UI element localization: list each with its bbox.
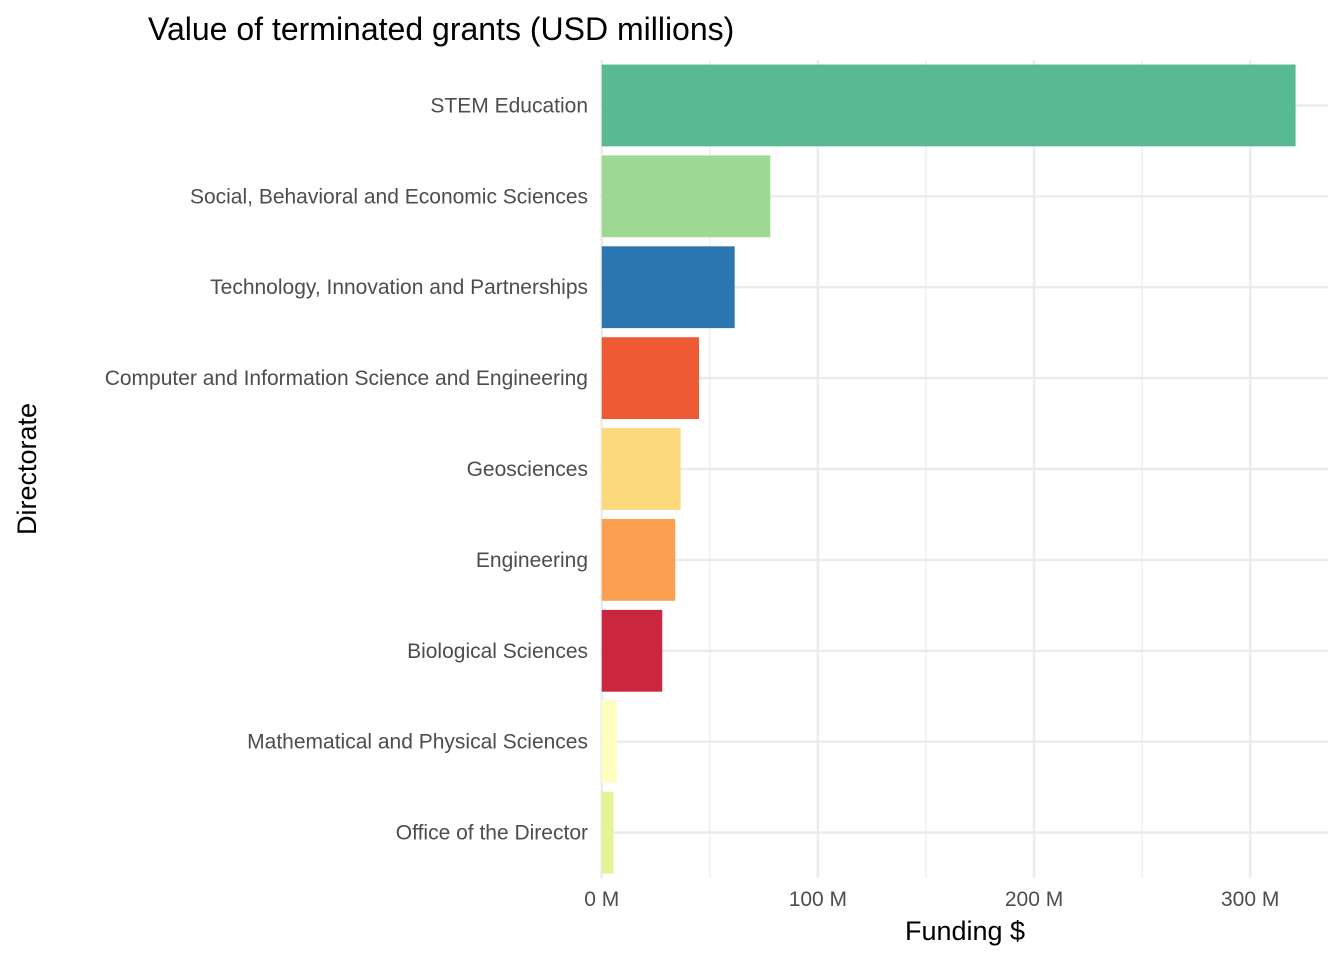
y-tick-label: Mathematical and Physical Sciences — [247, 731, 588, 754]
y-tick-label: STEM Education — [430, 94, 588, 117]
x-axis-title: Funding $ — [905, 916, 1025, 946]
bar — [601, 155, 771, 238]
x-tick-labels: 0 M 100 M 200 M 300 M — [584, 888, 1279, 911]
y-tick-labels: STEM Education Social, Behavioral and Eco… — [105, 94, 588, 844]
bar — [601, 518, 676, 601]
x-tick-label: 100 M — [789, 888, 847, 911]
y-axis-title: Directorate — [12, 403, 42, 535]
bars — [601, 64, 1296, 874]
y-tick-label: Computer and Information Science and Eng… — [105, 367, 588, 390]
y-tick-label: Biological Sciences — [407, 640, 588, 663]
y-tick-label: Engineering — [476, 549, 588, 572]
bar — [601, 428, 681, 510]
bar — [601, 609, 663, 692]
bar — [601, 791, 614, 874]
y-tick-label: Technology, Innovation and Partnerships — [210, 276, 588, 299]
y-tick-label: Geosciences — [467, 458, 588, 481]
x-tick-label: 300 M — [1221, 888, 1279, 911]
bar — [601, 337, 699, 420]
grid-lines — [600, 60, 1328, 878]
y-tick-label: Social, Behavioral and Economic Sciences — [190, 185, 588, 208]
x-tick-label: 200 M — [1005, 888, 1063, 911]
bar — [601, 64, 1296, 147]
bar — [601, 246, 735, 329]
x-tick-label: 0 M — [584, 888, 619, 911]
chart-title: Value of terminated grants (USD millions… — [148, 11, 734, 47]
bar — [601, 700, 617, 783]
y-tick-label: Office of the Director — [396, 822, 588, 845]
